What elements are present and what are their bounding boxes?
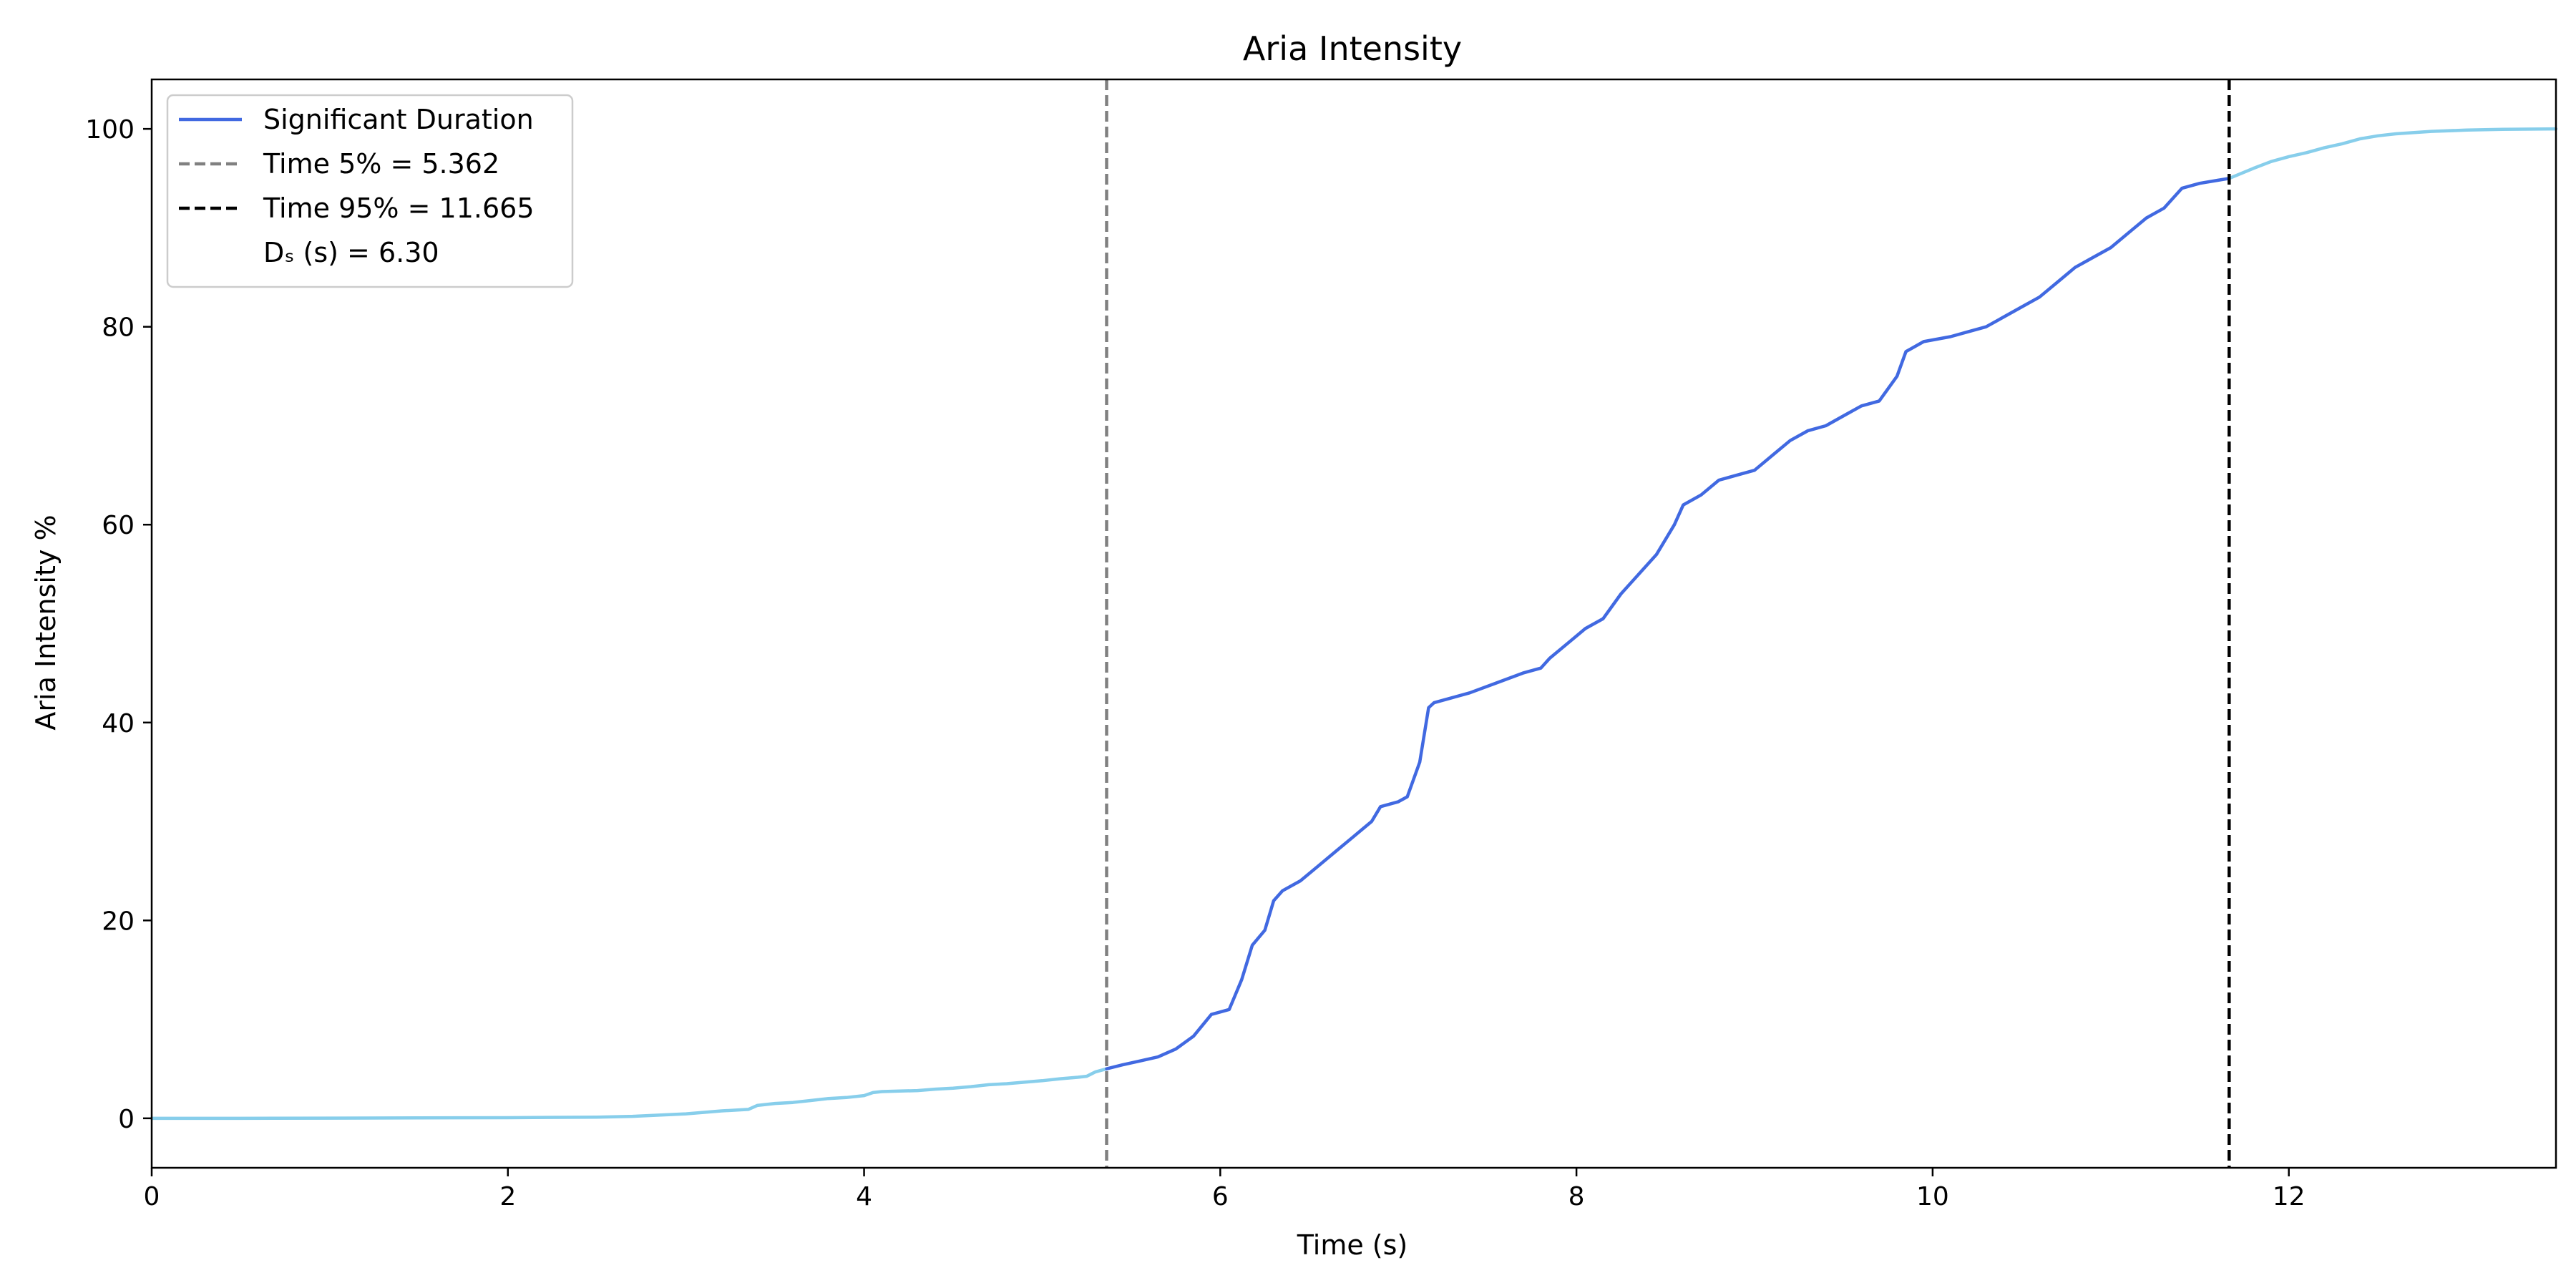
y-tick-label-5: 100	[85, 115, 135, 145]
x-tick-label-2: 4	[856, 1182, 872, 1211]
legend-label-2: Time 95% = 11.665	[263, 192, 535, 224]
lines-layer	[150, 127, 2558, 1121]
legend: Significant Duration Time 5% = 5.362 Time …	[166, 94, 574, 288]
x-axis-label: Time (s)	[1297, 1229, 1408, 1261]
legend-label-0: Significant Duration	[263, 104, 534, 135]
legend-box	[166, 94, 574, 288]
legend-label-1: Time 5% = 5.362	[263, 148, 499, 180]
x-tick-label-5: 10	[1916, 1182, 1949, 1211]
y-tick-label-2: 40	[102, 709, 135, 738]
y-tick-label-4: 80	[102, 313, 135, 343]
x-tick-label-4: 8	[1568, 1182, 1585, 1211]
series-line-0	[150, 1067, 1108, 1121]
reference-lines-layer	[1105, 79, 2231, 1168]
series-line-1	[1105, 177, 2231, 1070]
y-tick-label-0: 0	[118, 1105, 135, 1134]
x-axis-ticks: 0 2 4 6 8 10 12	[144, 1168, 2306, 1211]
y-tick-label-3: 60	[102, 511, 135, 540]
y-axis-ticks: 0 20 40 60 80 100	[85, 115, 152, 1134]
axes-frame	[150, 78, 2557, 1169]
x-tick-label-1: 2	[499, 1182, 516, 1211]
x-tick-label-6: 12	[2273, 1182, 2306, 1211]
y-tick-label-1: 20	[102, 907, 135, 936]
y-axis-label: Aria Intensity %	[30, 514, 62, 730]
x-tick-label-3: 6	[1212, 1182, 1229, 1211]
plot-area: 0 2 4 6 8 10 12 0 20 40 60 80 100	[85, 78, 2558, 1211]
chart-title: Aria Intensity	[1243, 29, 1462, 68]
series-line-2	[2228, 127, 2558, 180]
x-tick-label-0: 0	[144, 1182, 160, 1211]
legend-label-3: Dₛ (s) = 6.30	[263, 237, 439, 268]
